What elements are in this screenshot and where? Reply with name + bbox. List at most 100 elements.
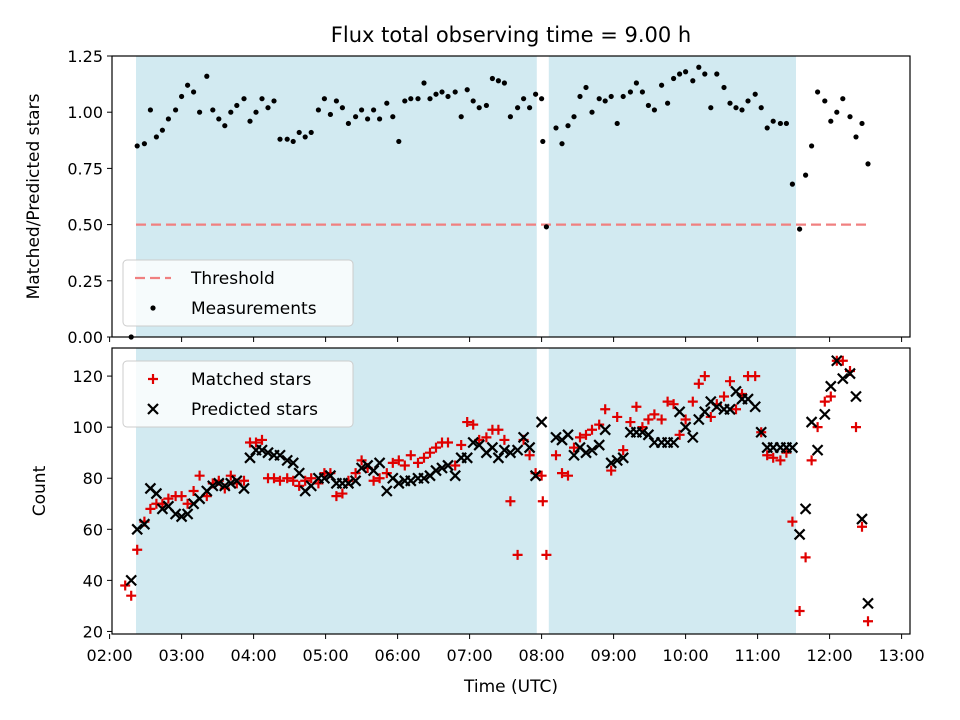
measurement-point — [179, 93, 185, 100]
measurement-point — [752, 91, 758, 97]
measurement-point — [859, 120, 865, 127]
measurement-point — [141, 141, 147, 147]
measurement-point — [565, 123, 571, 129]
predicted-star-marker — [318, 472, 331, 485]
matched-star-marker — [699, 371, 710, 382]
predicted-star-marker — [238, 482, 250, 495]
counts-panel: 20 40 60 80 100 120 02:00 03:00 04:00 05:00 06:00 0… — [30, 347, 925, 697]
measurement-point — [333, 98, 339, 104]
measurement-point — [159, 127, 165, 133]
measurement-point — [533, 91, 539, 97]
predicted-star-marker — [293, 467, 305, 479]
matched-star-marker — [374, 473, 385, 484]
measurement-point — [783, 120, 790, 127]
measurement-point — [683, 69, 689, 75]
measurement-point — [515, 105, 521, 111]
measurement-point — [445, 93, 451, 100]
matched-star-marker — [239, 475, 249, 486]
plot-frame — [111, 55, 911, 338]
measurement-point — [721, 84, 727, 91]
measurement-point — [464, 87, 470, 93]
matched-star-marker — [656, 414, 667, 425]
matched-star-marker — [794, 606, 805, 617]
matched-star-marker — [857, 521, 867, 532]
legend-matched-swatch — [148, 374, 158, 384]
predicted-star-marker — [511, 444, 524, 456]
matched-star-marker — [512, 549, 523, 560]
measurement-point — [204, 73, 210, 79]
predicted-star-marker — [461, 452, 473, 464]
matched-star-marker — [606, 465, 617, 476]
predicted-star-marker — [486, 441, 499, 454]
matched-star-marker — [693, 378, 704, 389]
matched-star-marker — [132, 544, 143, 555]
figure-title: Flux total observing time = 9.00 h — [331, 23, 691, 47]
predicted-star-marker — [342, 477, 355, 490]
measurement-point — [539, 96, 545, 102]
matched-star-marker — [269, 473, 279, 484]
predicted-star-marker — [492, 452, 505, 464]
matched-star-marker — [687, 396, 698, 407]
predicted-star-marker — [825, 380, 837, 393]
matched-star-marker — [505, 496, 516, 507]
ratio-panel: 0.00 0.25 0.50 0.75 1.00 1.25 Matched/Predicte… — [24, 47, 911, 347]
matched-star-marker — [719, 391, 729, 402]
predicted-star-marker — [150, 487, 163, 500]
measurement-point — [608, 93, 614, 100]
x-tick-label: 05:00 — [303, 646, 349, 665]
matched-star-marker — [812, 422, 823, 433]
matched-star-marker — [456, 440, 467, 451]
measurement-point — [540, 138, 546, 145]
measurement-point — [690, 78, 696, 84]
matched-star-marker — [462, 417, 473, 428]
matched-star-marker — [337, 488, 348, 499]
measurement-point — [265, 105, 271, 111]
measurement-point — [377, 116, 383, 122]
y-tick-label: 0.00 — [67, 328, 103, 347]
predicted-star-marker — [467, 436, 479, 449]
predicted-star-marker — [687, 431, 699, 444]
predicted-star-marker — [517, 431, 530, 444]
legend-box — [122, 259, 354, 327]
matched-star-marker — [837, 355, 848, 366]
matched-star-marker — [163, 493, 174, 504]
matched-star-marker — [612, 411, 623, 422]
measurement-point — [733, 105, 739, 111]
predicted-star-marker — [175, 510, 188, 523]
measurement-point — [483, 102, 489, 109]
measurement-point — [727, 100, 733, 106]
x-axis-label: Time (UTC) — [463, 677, 558, 697]
predicted-star-marker — [856, 513, 868, 525]
matched-star-marker — [662, 396, 673, 407]
measurement-point — [415, 96, 421, 102]
predicted-star-marker — [679, 421, 692, 433]
predicted-star-marker — [711, 400, 723, 413]
measurement-point — [308, 129, 314, 136]
predicted-star-marker — [442, 459, 454, 472]
measurement-point — [777, 120, 784, 127]
matched-star-marker — [600, 404, 611, 415]
matched-star-marker — [781, 447, 792, 458]
measurement-point — [577, 93, 583, 100]
predicted-star-marker — [207, 480, 219, 492]
matched-star-marker — [674, 429, 685, 440]
predicted-star-marker — [498, 444, 511, 456]
x-tick-label: 13:00 — [879, 646, 925, 665]
matched-star-marker — [120, 580, 131, 591]
measurement-point — [602, 98, 608, 104]
predicted-star-marker — [131, 523, 143, 536]
predicted-star-marker — [568, 449, 580, 462]
measurement-point — [527, 105, 533, 111]
measurement-point — [803, 172, 809, 178]
measurement-point — [228, 109, 234, 115]
measurement-point — [433, 91, 439, 97]
measurement-point — [865, 161, 871, 167]
predicted-star-marker — [786, 441, 799, 454]
predicted-star-marker — [667, 436, 680, 449]
matched-star-marker — [705, 411, 716, 422]
observing-band — [548, 348, 796, 634]
matched-star-marker — [425, 447, 435, 458]
measurement-point — [165, 116, 171, 122]
matched-star-marker — [863, 616, 873, 627]
predicted-star-marker — [550, 431, 562, 444]
